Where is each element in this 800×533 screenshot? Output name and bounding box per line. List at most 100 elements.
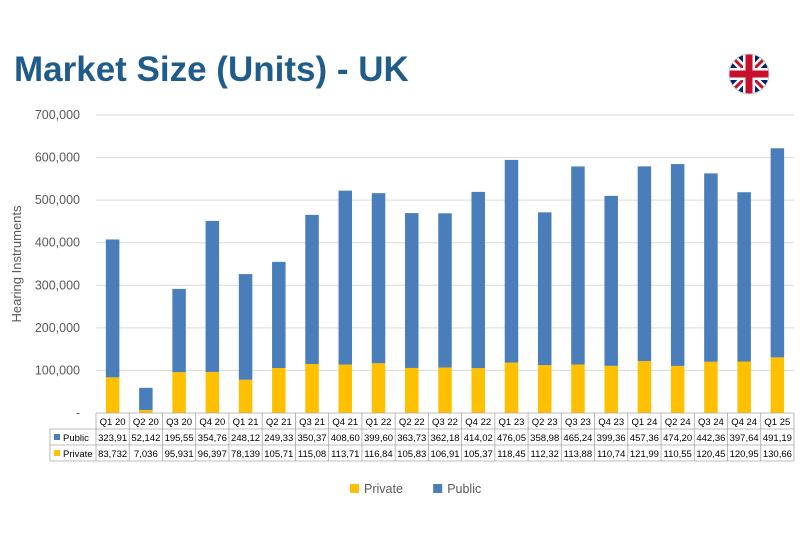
bar-public — [604, 195, 618, 366]
bar-private — [537, 365, 552, 413]
bar-private — [670, 365, 685, 413]
data-label: 105,83 — [397, 449, 426, 460]
bar-public — [172, 288, 186, 373]
bar-public — [571, 166, 585, 365]
y-tick-label: 600,000 — [35, 151, 80, 165]
data-label: 78,139 — [231, 449, 260, 460]
bar-private — [205, 371, 220, 413]
data-label: 112,32 — [531, 449, 559, 460]
x-tick-label: Q2 20 — [133, 417, 159, 428]
data-table: Q1 20 Q2 20 Q3 20 Q4 20 Q1 21 Q2 21 Q3 21 Q4 21… — [49, 412, 795, 462]
table-legend-key — [54, 434, 60, 440]
x-tick-label: Q1 24 — [631, 417, 657, 428]
table-legend-key — [54, 450, 60, 456]
x-tick-label: Q1 23 — [499, 417, 525, 428]
x-tick-label: Q4 23 — [598, 417, 624, 428]
data-label: 105,37 — [464, 449, 493, 460]
x-tick-label: Q4 20 — [199, 417, 225, 428]
data-label: 7,036 — [134, 449, 158, 460]
data-label: 358,98 — [530, 433, 559, 444]
bar-public — [272, 261, 286, 368]
bar-public — [471, 191, 485, 369]
data-label: 474,20 — [663, 433, 692, 444]
data-label: 52,142 — [131, 433, 160, 444]
data-label: 363,73 — [397, 433, 426, 444]
bar-public — [438, 213, 452, 368]
legend-swatch-private — [350, 484, 359, 493]
data-label: 115,08 — [298, 449, 326, 460]
y-tick-label: 200,000 — [35, 321, 80, 335]
bar-public — [737, 192, 751, 362]
page-title: Market Size (Units) - UK — [14, 50, 409, 89]
table-row-label: Private — [63, 449, 93, 460]
data-label: 249,33 — [264, 433, 293, 444]
bar-private — [272, 367, 286, 413]
data-label: 491,19 — [763, 433, 792, 444]
bar-private — [371, 363, 386, 413]
y-axis-label: Hearing Instruments — [9, 205, 24, 323]
data-label: 121,99 — [630, 449, 659, 460]
bar-public — [637, 166, 652, 362]
data-label: 408,60 — [331, 433, 360, 444]
x-tick-label: Q4 24 — [731, 417, 757, 428]
x-tick-label: Q3 21 — [299, 417, 325, 428]
bar-public — [205, 220, 220, 372]
bar-public — [537, 212, 552, 366]
y-tick-label: 100,000 — [35, 363, 80, 377]
bar-private — [238, 379, 253, 413]
legend: Private Public — [350, 482, 481, 496]
bar-public — [770, 148, 785, 358]
bar-private — [571, 364, 585, 413]
bar-private — [405, 367, 419, 413]
data-label: 195,55 — [165, 433, 194, 444]
bar-public — [670, 164, 685, 366]
data-label: 113,88 — [564, 449, 592, 460]
data-label: 323,91 — [98, 433, 127, 444]
bar-public — [405, 213, 419, 368]
bar-public — [504, 159, 519, 363]
data-label: 350,37 — [298, 433, 327, 444]
x-tick-label: Q2 21 — [266, 417, 292, 428]
x-tick-label: Q2 24 — [665, 417, 691, 428]
legend-label-public: Public — [447, 482, 481, 496]
bar-private — [305, 364, 319, 413]
bar-private — [105, 377, 120, 413]
y-axis-ticks: - 100,000 200,000 300,000 400,000 500,000 600,… — [35, 108, 80, 420]
bar-private — [438, 367, 452, 413]
data-label: 95,931 — [165, 449, 194, 460]
legend-label-private: Private — [364, 482, 403, 496]
bar-public — [338, 190, 353, 365]
x-tick-label: Q2 23 — [532, 417, 558, 428]
data-label: 399,36 — [597, 433, 626, 444]
bar-private — [604, 365, 618, 413]
bar-private — [770, 357, 785, 413]
data-label: 106,91 — [430, 449, 459, 460]
bar-private — [172, 372, 186, 413]
data-label: 110,74 — [597, 449, 625, 460]
bar-public — [371, 193, 386, 364]
data-label: 248,12 — [231, 433, 260, 444]
data-label: 113,71 — [331, 449, 359, 460]
data-label: 397,64 — [730, 433, 759, 444]
data-label: 414,02 — [464, 433, 493, 444]
legend-swatch-public — [433, 484, 443, 493]
x-tick-label: Q1 22 — [366, 417, 392, 428]
uk-flag-icon — [728, 53, 770, 95]
data-label: 118,45 — [497, 449, 525, 460]
x-tick-label: Q3 23 — [565, 417, 591, 428]
data-label: 105,71 — [264, 449, 293, 460]
table-row-label: Public — [63, 433, 89, 444]
data-label: 96,397 — [198, 449, 227, 460]
x-tick-label: Q1 21 — [233, 417, 259, 428]
bar-private — [637, 361, 652, 413]
bar-public — [305, 214, 319, 365]
y-tick-label: 400,000 — [35, 236, 80, 250]
x-tick-label: Q1 25 — [764, 417, 790, 428]
bar-public — [238, 274, 253, 380]
data-label: 442,36 — [696, 433, 725, 444]
data-label: 110,55 — [663, 449, 691, 460]
bar-public — [105, 239, 120, 378]
x-tick-label: Q3 22 — [432, 417, 458, 428]
y-tick-label: - — [76, 406, 80, 420]
